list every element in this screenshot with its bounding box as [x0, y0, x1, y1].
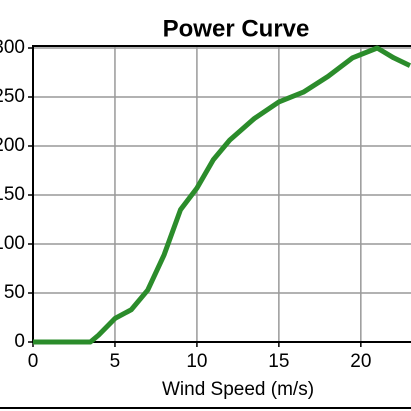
- x-axis-label: Wind Speed (m/s): [162, 379, 314, 400]
- x-tick-label: 15: [268, 351, 289, 372]
- y-tick-label: 100: [0, 233, 25, 254]
- chart-title: Power Curve: [163, 15, 310, 42]
- y-tick-label: 0: [14, 331, 25, 352]
- y-tick-label: 300: [0, 37, 25, 58]
- y-tick-label: 250: [0, 86, 25, 107]
- x-tick-label: 10: [186, 351, 207, 372]
- x-tick-label: 5: [110, 351, 121, 372]
- y-tick-label: 150: [0, 184, 25, 205]
- x-tick-label: 0: [28, 351, 39, 372]
- y-tick-label: 50: [4, 282, 25, 303]
- data-line: [33, 45, 411, 345]
- plot-frame: [32, 45, 411, 343]
- x-tick-label: 20: [350, 351, 371, 372]
- y-tick-label: 200: [0, 135, 25, 156]
